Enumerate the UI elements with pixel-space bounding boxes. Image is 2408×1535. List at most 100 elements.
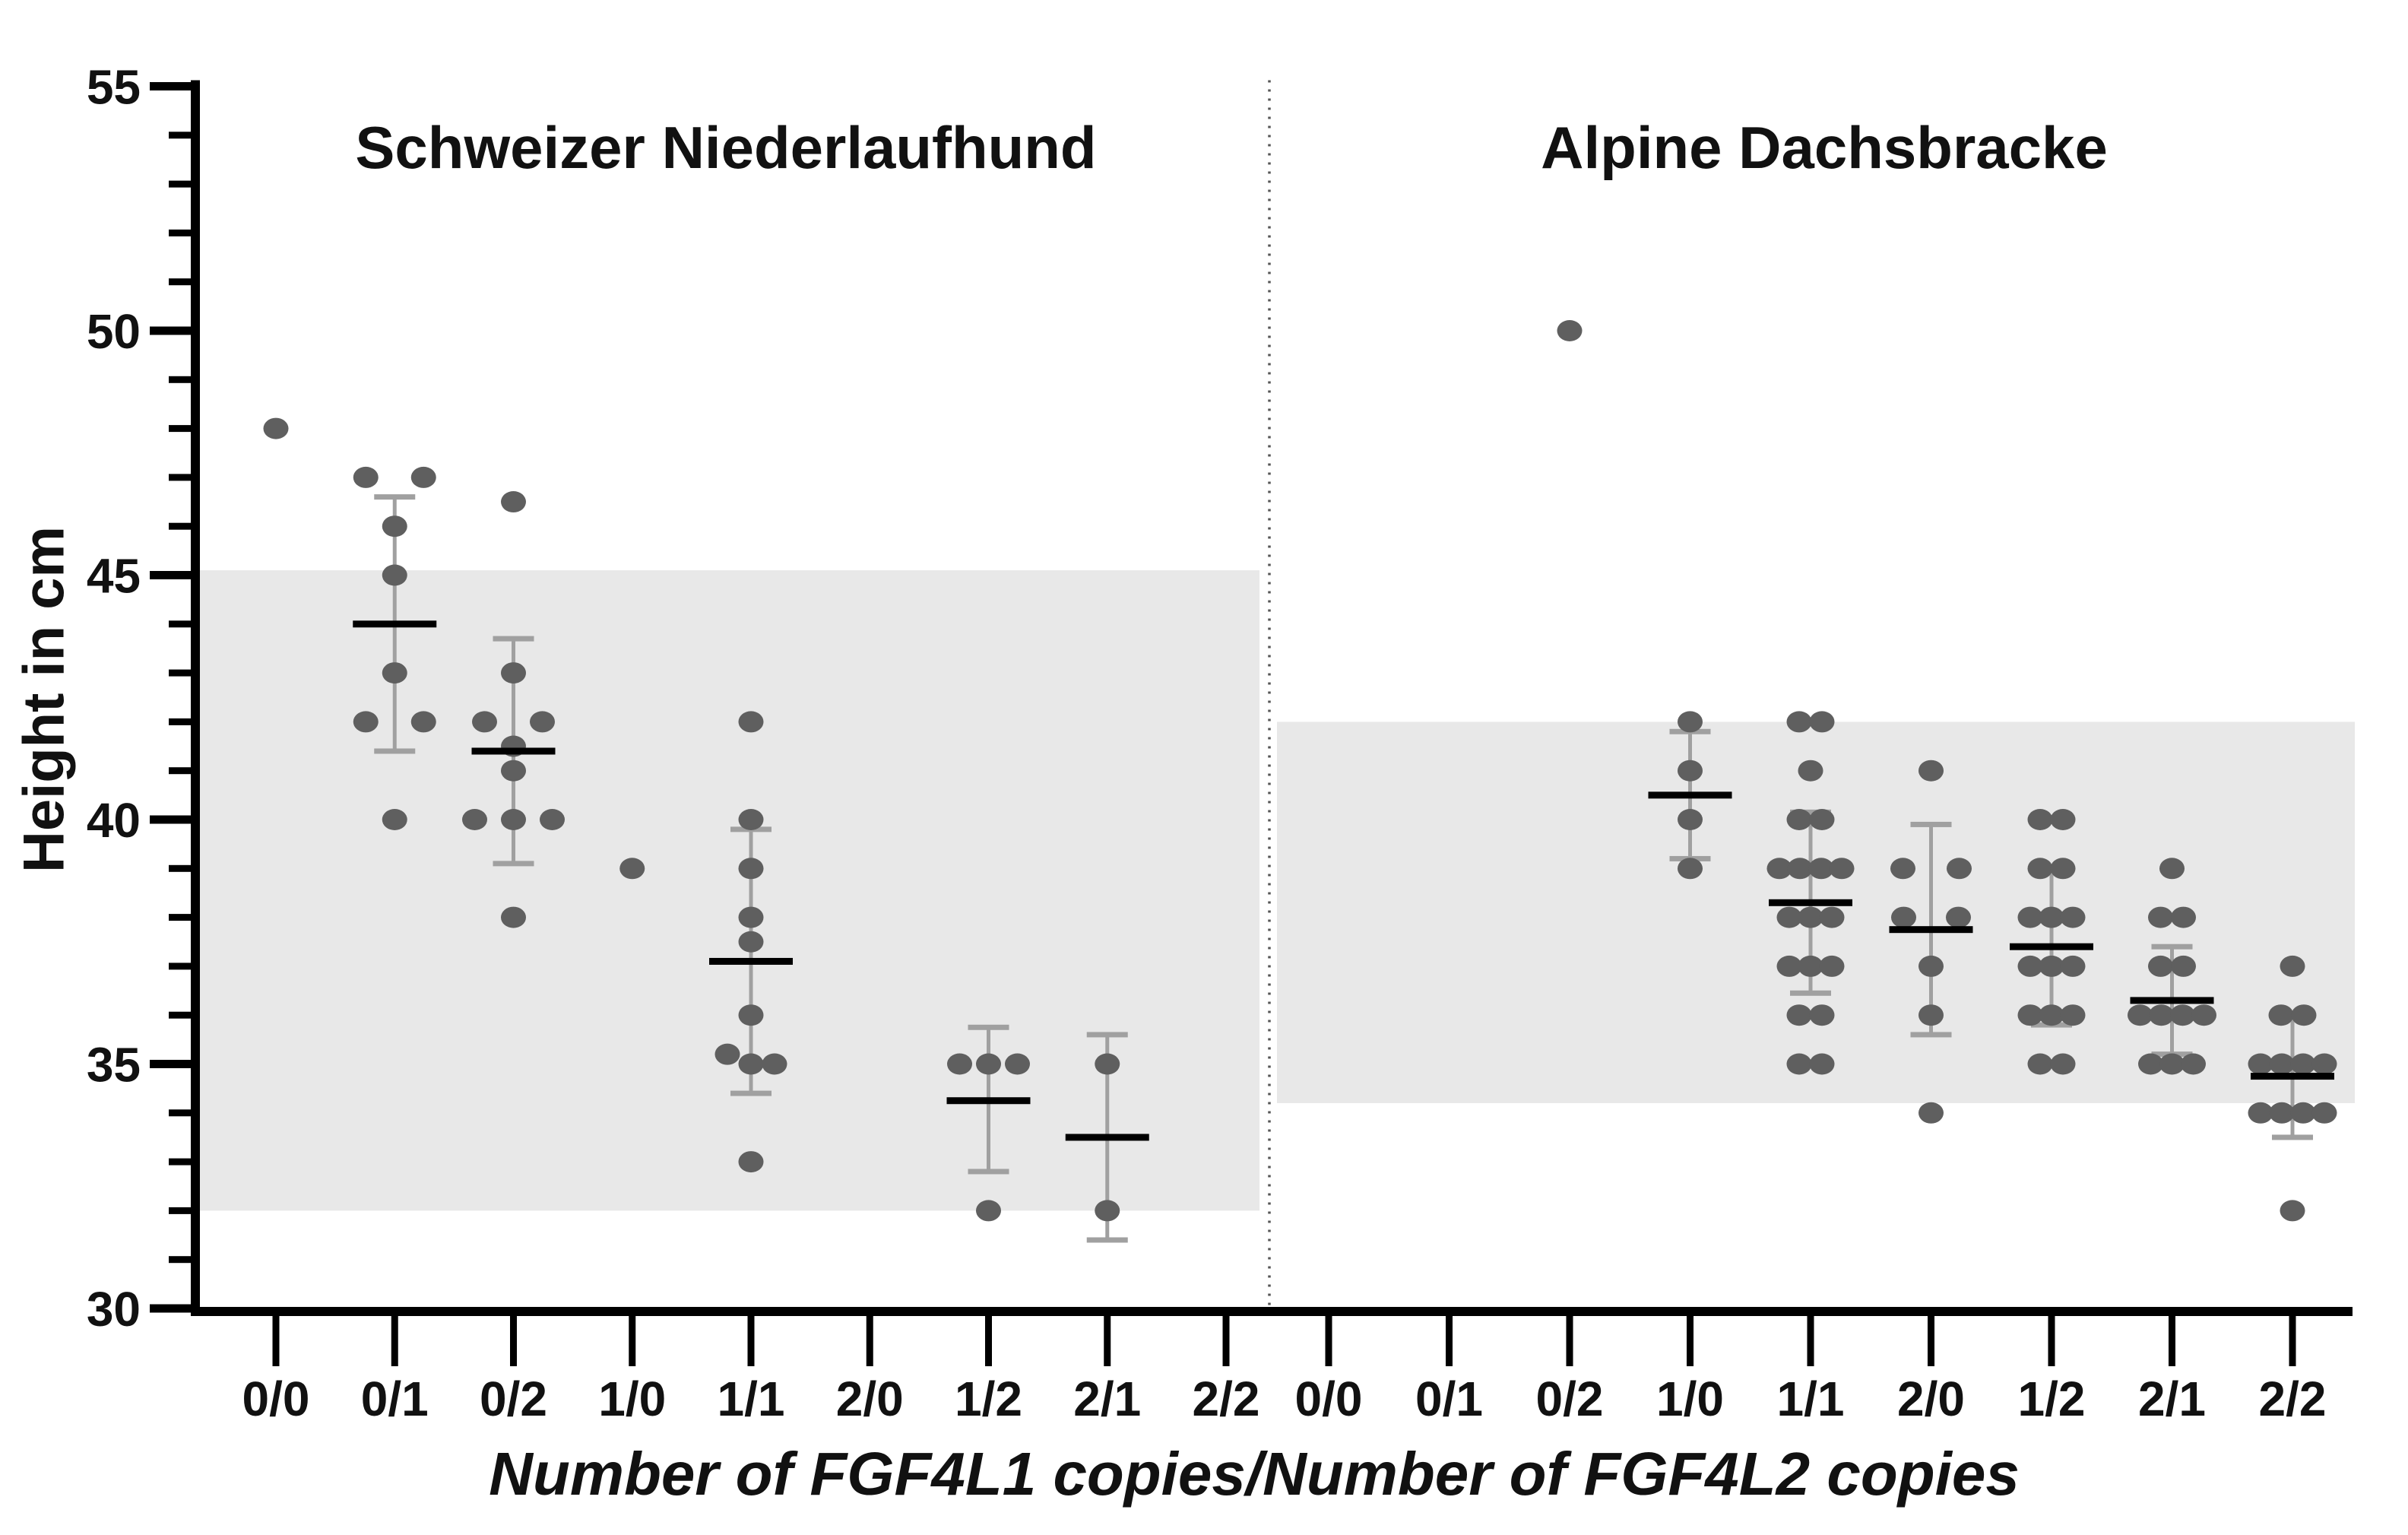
y-minor-tick xyxy=(169,864,191,872)
data-dot xyxy=(2181,1053,2206,1075)
data-dot xyxy=(2148,955,2173,977)
data-dot xyxy=(1918,1102,1944,1124)
data-dot xyxy=(1678,809,1703,830)
y-minor-tick xyxy=(169,522,191,530)
data-dot xyxy=(2290,1102,2316,1124)
y-minor-tick xyxy=(169,669,191,677)
y-minor-tick xyxy=(169,963,191,970)
y-tick-label: 45 xyxy=(87,549,141,604)
data-dot xyxy=(1798,760,1823,782)
mean-line xyxy=(1889,926,1973,934)
x-tick xyxy=(1687,1316,1694,1366)
y-axis-spine xyxy=(191,80,200,1316)
data-dot xyxy=(1557,320,1583,341)
data-dot xyxy=(2027,858,2053,880)
y-tick-label: 35 xyxy=(87,1038,141,1093)
error-bar-cap xyxy=(493,636,534,642)
data-dot xyxy=(1918,955,1944,977)
mean-line xyxy=(946,1097,1031,1105)
data-dot xyxy=(1918,760,1944,782)
data-dot xyxy=(1798,906,1823,928)
data-dot xyxy=(353,466,379,488)
data-dot xyxy=(2027,809,2053,830)
data-dot xyxy=(2159,1053,2185,1075)
data-dot xyxy=(382,809,407,830)
mean-line xyxy=(1065,1134,1149,1141)
data-dot xyxy=(501,491,526,513)
error-bar-cap xyxy=(1086,1032,1128,1038)
x-tick xyxy=(747,1316,755,1366)
mean-line xyxy=(2130,997,2214,1004)
data-dot xyxy=(1829,858,1855,880)
x-category-label: 1/0 xyxy=(1656,1372,1724,1426)
data-dot xyxy=(2027,1053,2053,1075)
x-category-label: 1/2 xyxy=(955,1372,1022,1426)
y-minor-tick xyxy=(169,718,191,725)
data-dot xyxy=(976,1200,1001,1222)
data-dot xyxy=(1095,1053,1120,1075)
data-dot xyxy=(501,662,526,684)
data-dot xyxy=(2171,955,2196,977)
x-category-label: 1/0 xyxy=(598,1372,666,1426)
x-tick xyxy=(272,1316,280,1366)
y-axis-title: Height in cm xyxy=(11,525,77,874)
x-category-label: 0/1 xyxy=(1415,1372,1483,1426)
x-category-label: 2/2 xyxy=(2259,1372,2327,1426)
data-dot xyxy=(2311,1053,2337,1075)
x-tick xyxy=(985,1316,992,1366)
data-dot xyxy=(2170,1004,2195,1026)
x-tick xyxy=(1566,1316,1573,1366)
error-bar-cap xyxy=(1910,821,1952,827)
mean-line xyxy=(2251,1073,2334,1080)
y-minor-tick xyxy=(169,1109,191,1117)
x-axis-title: Number of FGF4L1 copies/Number of FGF4L2… xyxy=(489,1440,2020,1508)
data-dot xyxy=(1678,760,1703,782)
data-dot xyxy=(2060,1004,2086,1026)
y-major-tick xyxy=(150,571,191,579)
data-dot xyxy=(762,1053,787,1075)
x-tick xyxy=(1222,1316,1230,1366)
y-tick-label: 50 xyxy=(87,304,141,359)
data-dot xyxy=(410,466,436,488)
data-dot xyxy=(1776,906,1802,928)
y-major-tick xyxy=(150,326,191,335)
y-minor-tick xyxy=(169,1158,191,1166)
data-dot xyxy=(2248,1102,2273,1124)
data-dot xyxy=(1808,858,1834,880)
mean-line xyxy=(353,620,437,628)
data-dot xyxy=(2311,1102,2337,1124)
x-tick xyxy=(1928,1316,1934,1366)
error-bar-cap xyxy=(1910,1032,1952,1038)
y-minor-tick xyxy=(169,474,191,481)
data-dot xyxy=(2017,955,2043,977)
data-dot xyxy=(1819,955,1845,977)
x-tick xyxy=(391,1316,398,1366)
data-dot xyxy=(2017,906,2043,928)
x-category-label: 2/0 xyxy=(1897,1372,1965,1426)
data-dot xyxy=(501,809,526,830)
data-dot xyxy=(1891,906,1916,928)
data-dot xyxy=(1787,858,1813,880)
data-dot xyxy=(501,906,526,928)
data-dot xyxy=(472,711,497,733)
x-category-label: 2/2 xyxy=(1193,1372,1260,1426)
data-dot xyxy=(1786,1053,1812,1075)
x-tick xyxy=(629,1316,636,1366)
data-dot xyxy=(1766,858,1792,880)
data-dot xyxy=(1005,1053,1030,1075)
data-dot xyxy=(1776,955,1802,977)
data-dot xyxy=(738,1004,764,1026)
mean-line xyxy=(1648,791,1732,799)
data-dot xyxy=(501,760,526,782)
x-category-label: 0/0 xyxy=(1295,1372,1363,1426)
mean-line xyxy=(709,957,793,965)
data-dot xyxy=(540,809,565,830)
panel-title-left: Schweizer Niederlaufhund xyxy=(355,114,1097,181)
x-tick xyxy=(1807,1316,1814,1366)
x-category-label: 2/0 xyxy=(836,1372,904,1426)
x-category-label: 2/1 xyxy=(2138,1372,2206,1426)
error-bar-cap xyxy=(2272,1134,2313,1140)
y-tick-label: 55 xyxy=(87,60,141,115)
